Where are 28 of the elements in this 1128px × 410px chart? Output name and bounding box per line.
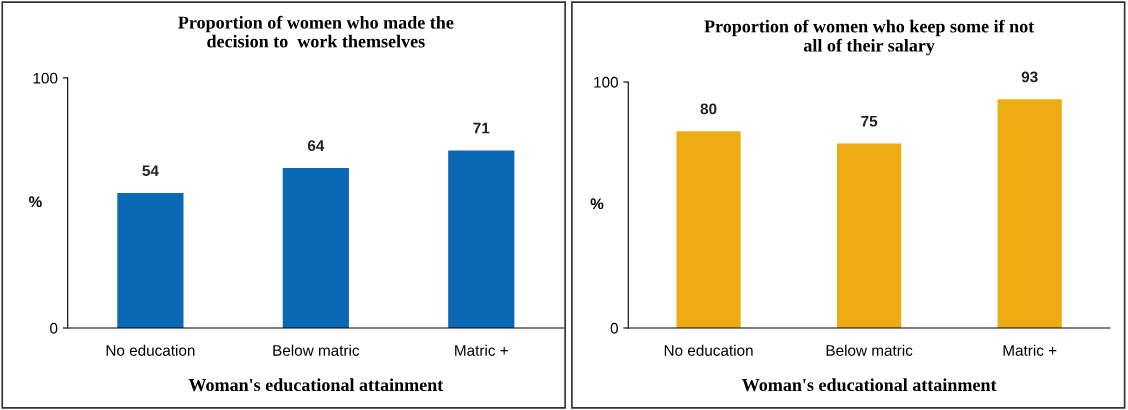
data-label: 64 [307,140,325,152]
x-tick-label: No education [106,344,195,356]
x-tick-label: Matric + [1003,344,1057,356]
data-label: 71 [473,122,490,134]
bar [448,150,515,328]
x-tick-label: Below matric [826,344,913,356]
y-tick-label: 100 [594,76,618,88]
bar [676,131,741,328]
data-label: 75 [861,115,878,127]
data-label: 54 [142,165,159,177]
x-axis-title: Woman's educational attainment [188,378,444,392]
x-axis-title: Woman's educational attainment [741,378,997,392]
bar [997,99,1062,328]
bar [837,143,902,328]
bar [282,167,349,328]
data-label: 93 [1021,71,1038,83]
bar [117,192,184,328]
y-axis-title: % [29,196,42,208]
y-tick-label: 0 [50,322,58,334]
y-axis-title: % [590,198,604,210]
y-tick-label: 100 [33,72,58,84]
x-tick-label: Below matric [273,344,360,356]
chart-title: Proportion of women who keep some if not all of their salary [704,19,1035,56]
chart-title: Proportion of women who made the decision to work themselves [178,15,454,48]
x-tick-label: No education [664,344,753,356]
data-label: 80 [700,103,717,115]
y-tick-label: 0 [610,322,618,334]
x-tick-label: Matric + [455,344,508,356]
